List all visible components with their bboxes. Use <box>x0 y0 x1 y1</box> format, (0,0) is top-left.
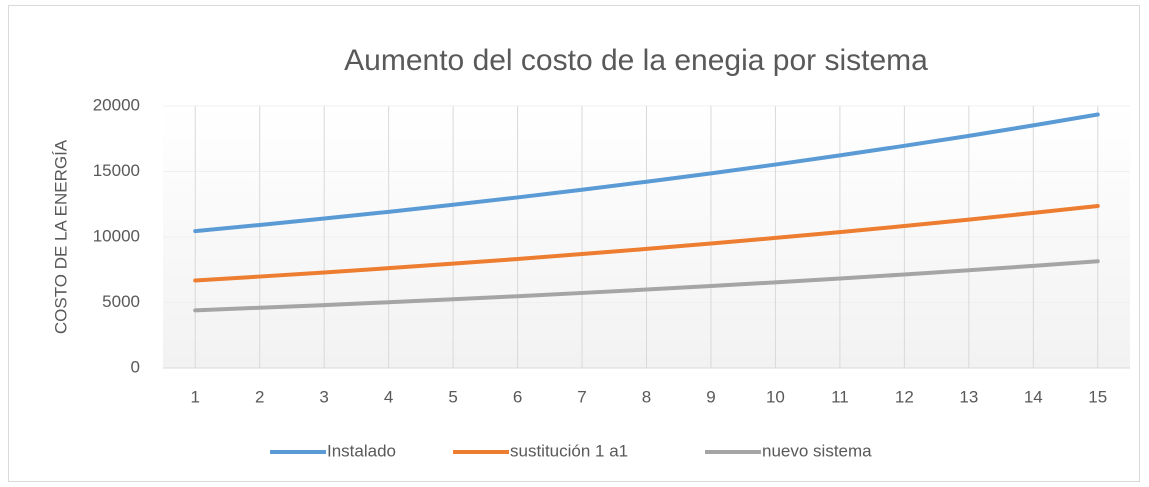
series-line <box>193 259 1100 313</box>
y-tick-label: 10000 <box>93 226 140 245</box>
legend-label: Instalado <box>327 441 396 460</box>
x-tick-label: 11 <box>831 387 849 406</box>
legend-label: sustitución 1 a1 <box>510 441 628 460</box>
y-tick-label: 5000 <box>102 292 140 311</box>
x-tick-label: 7 <box>577 387 586 406</box>
x-tick-label: 6 <box>513 387 522 406</box>
x-tick-label: 8 <box>642 387 651 406</box>
y-axis-label: COSTO DE LA ENERGÍA <box>51 139 70 334</box>
y-tick-label: 0 <box>131 357 140 376</box>
legend-label: nuevo sistema <box>762 441 872 460</box>
x-tick-label: 5 <box>448 387 457 406</box>
x-tick-label: 1 <box>190 387 199 406</box>
x-tick-label: 12 <box>895 387 914 406</box>
chart-title: Aumento del costo de la enegia por siste… <box>344 44 928 77</box>
x-tick-label: 2 <box>255 387 264 406</box>
x-tick-label: 4 <box>384 387 393 406</box>
x-tick-label: 14 <box>1024 387 1043 406</box>
x-tick-label: 3 <box>319 387 328 406</box>
series-line <box>193 112 1100 234</box>
x-tick-label: 13 <box>959 387 978 406</box>
y-tick-label: 15000 <box>93 161 140 180</box>
y-tick-label: 20000 <box>93 95 140 114</box>
x-tick-label: 9 <box>706 387 715 406</box>
x-tick-label: 10 <box>766 387 785 406</box>
series-line <box>193 203 1100 283</box>
x-tick-label: 15 <box>1088 387 1107 406</box>
